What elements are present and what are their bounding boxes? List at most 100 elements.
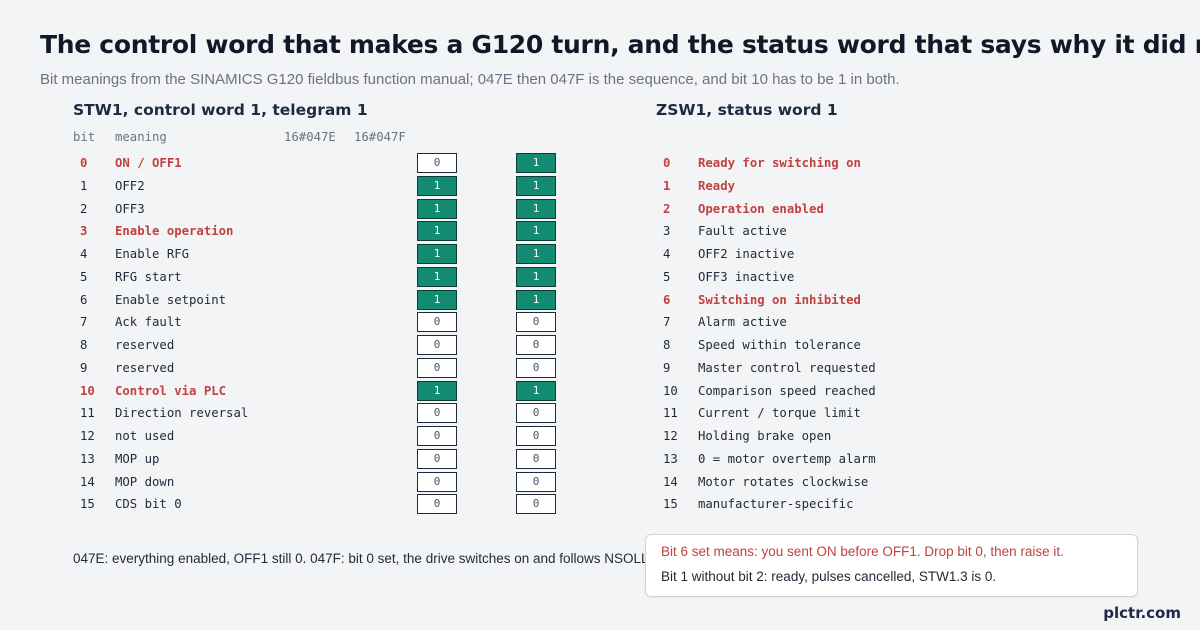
zsw-bit-number: 12 (663, 429, 678, 443)
stw-row: 10 Control via PLC 1 1 (0, 380, 640, 403)
page-title: The control word that makes a G120 turn,… (40, 30, 1200, 59)
zsw-bit-number: 14 (663, 474, 678, 489)
zsw-bit-meaning: Master control requested (698, 360, 876, 375)
zsw-bit-number: 2 (663, 201, 671, 216)
bit-cell-047f: 0 (516, 471, 556, 492)
stw-bit-meaning: ON / OFF1 (115, 156, 182, 170)
stw-bit-meaning: MOP down (115, 474, 175, 489)
note-warning: Bit 6 set means: you sent ON before OFF1… (661, 544, 1064, 559)
stw-row: 12 not used 0 0 (0, 426, 640, 448)
zsw-bit-number: 1 (663, 178, 671, 193)
bit-cell-047f: 1 (516, 244, 556, 264)
zsw-row: 14 Motor rotates clockwise (0, 472, 1200, 494)
stw-bit-meaning: Enable RFG (115, 247, 190, 261)
stw-bit-number: 13 (80, 451, 95, 466)
zsw-row: 15 manufacturer-specific (0, 494, 1200, 516)
zsw-bit-meaning: OFF2 inactive (698, 247, 795, 261)
stw-bit-number: 11 (80, 406, 95, 421)
stw-row: 2 OFF3 1 1 (0, 198, 640, 221)
bit-cell-047e: 0 (417, 426, 457, 446)
bit-cell-047e: 0 (417, 448, 457, 469)
stw-bit-meaning: Enable setpoint (115, 292, 227, 307)
zsw-row: 7 Alarm active (0, 312, 1200, 334)
zsw-bit-number: 13 (663, 451, 678, 466)
zsw-bit-meaning: Switching on inhibited (698, 292, 861, 307)
zsw-bit-meaning: Speed within tolerance (698, 338, 861, 352)
zsw-bit-number: 5 (663, 269, 671, 284)
bit-cell-047e: 0 (417, 471, 457, 492)
zsw-bit-number: 3 (663, 224, 671, 239)
zsw-bit-number: 6 (663, 292, 671, 307)
stw-bit-meaning: Direction reversal (115, 406, 249, 421)
bit-cell-047f: 0 (516, 403, 556, 424)
zsw-bit-meaning: Current / torque limit (698, 406, 861, 421)
zsw-row: 13 0 = motor overtemp alarm (0, 449, 1200, 471)
zsw-bit-meaning: Motor rotates clockwise (698, 474, 869, 489)
zsw-row: 3 Fault active (0, 221, 1200, 243)
stw-bit-meaning: not used (115, 429, 175, 443)
bit-cell-047e: 0 (417, 357, 457, 378)
zsw-row: 8 Speed within tolerance (0, 335, 1200, 357)
zsw-row: 11 Current / torque limit (0, 403, 1200, 425)
column-header-047f: 16#047F (354, 130, 406, 144)
zsw-row: 12 Holding brake open (0, 426, 1200, 448)
bit-cell-047e: 0 (417, 153, 457, 173)
column-header-bit: bit (73, 130, 96, 144)
stw-bit-number: 2 (80, 201, 88, 216)
bit-cell-047e: 1 (417, 175, 457, 196)
zsw-bit-number: 7 (663, 315, 671, 330)
bit-cell-047e: 1 (417, 221, 457, 242)
stw-row: 14 MOP down 0 0 (0, 471, 640, 494)
stw-bit-number: 4 (80, 247, 88, 261)
zsw-bit-meaning: 0 = motor overtemp alarm (698, 451, 876, 466)
bit-cell-047e: 1 (417, 198, 457, 219)
bit-cell-047e: 0 (417, 403, 457, 424)
page-subtitle: Bit meanings from the SINAMICS G120 fiel… (40, 71, 900, 88)
stw-row: 9 reserved 0 0 (0, 357, 640, 380)
bit-cell-047f: 0 (516, 312, 556, 333)
column-header-meaning: meaning (115, 130, 167, 144)
zsw-bit-meaning: manufacturer-specific (698, 497, 854, 512)
zsw-bit-meaning: Ready for switching on (698, 156, 861, 170)
bit-cell-047f: 1 (516, 221, 556, 242)
stw-row: 6 Enable setpoint 1 1 (0, 289, 640, 312)
zsw-bit-number: 11 (663, 406, 678, 421)
stw-row: 7 Ack fault 0 0 (0, 312, 640, 334)
stw-row: 8 reserved 0 0 (0, 335, 640, 357)
bit-cell-047f: 1 (516, 153, 556, 173)
zsw-row: 4 OFF2 inactive (0, 244, 1200, 266)
zsw-row: 9 Master control requested (0, 358, 1200, 380)
bit-cell-047f: 1 (516, 266, 556, 287)
stw-row: 3 Enable operation 1 1 (0, 221, 640, 243)
stw-bit-number: 5 (80, 269, 88, 284)
zsw-bit-number: 0 (663, 156, 671, 170)
zsw-section-title: ZSW1, status word 1 (656, 101, 838, 119)
stw-row: 1 OFF2 1 1 (0, 175, 640, 198)
bit-cell-047f: 0 (516, 426, 556, 446)
stw-bit-meaning: CDS bit 0 (115, 497, 182, 512)
brand-logo[interactable]: plctr.com (1103, 604, 1181, 622)
zsw-bit-meaning: Fault active (698, 224, 787, 239)
bit-cell-047f: 0 (516, 357, 556, 378)
stw-bit-meaning: Enable operation (115, 224, 234, 239)
zsw-row: 2 Operation enabled (0, 199, 1200, 221)
stw-bit-number: 15 (80, 497, 95, 512)
zsw-bit-meaning: Comparison speed reached (698, 383, 876, 398)
stw-bit-number: 12 (80, 429, 95, 443)
bit-cell-047e: 0 (417, 494, 457, 515)
note-info: Bit 1 without bit 2: ready, pulses cance… (661, 569, 997, 584)
stw-bit-number: 0 (80, 156, 88, 170)
stw-bit-meaning: MOP up (115, 451, 160, 466)
bit-cell-047f: 1 (516, 380, 556, 401)
stw-bit-number: 14 (80, 474, 95, 489)
zsw-bit-number: 9 (663, 360, 671, 375)
bit-cell-047f: 1 (516, 289, 556, 310)
zsw-bit-meaning: OFF3 inactive (698, 269, 795, 284)
stw-bit-number: 7 (80, 315, 88, 330)
stw-row: 11 Direction reversal 0 0 (0, 403, 640, 425)
stw-bit-meaning: Control via PLC (115, 383, 227, 398)
column-header-047e: 16#047E (284, 130, 336, 144)
zsw-row: 10 Comparison speed reached (0, 381, 1200, 403)
stw-bit-meaning: RFG start (115, 269, 182, 284)
bit-cell-047e: 1 (417, 266, 457, 287)
